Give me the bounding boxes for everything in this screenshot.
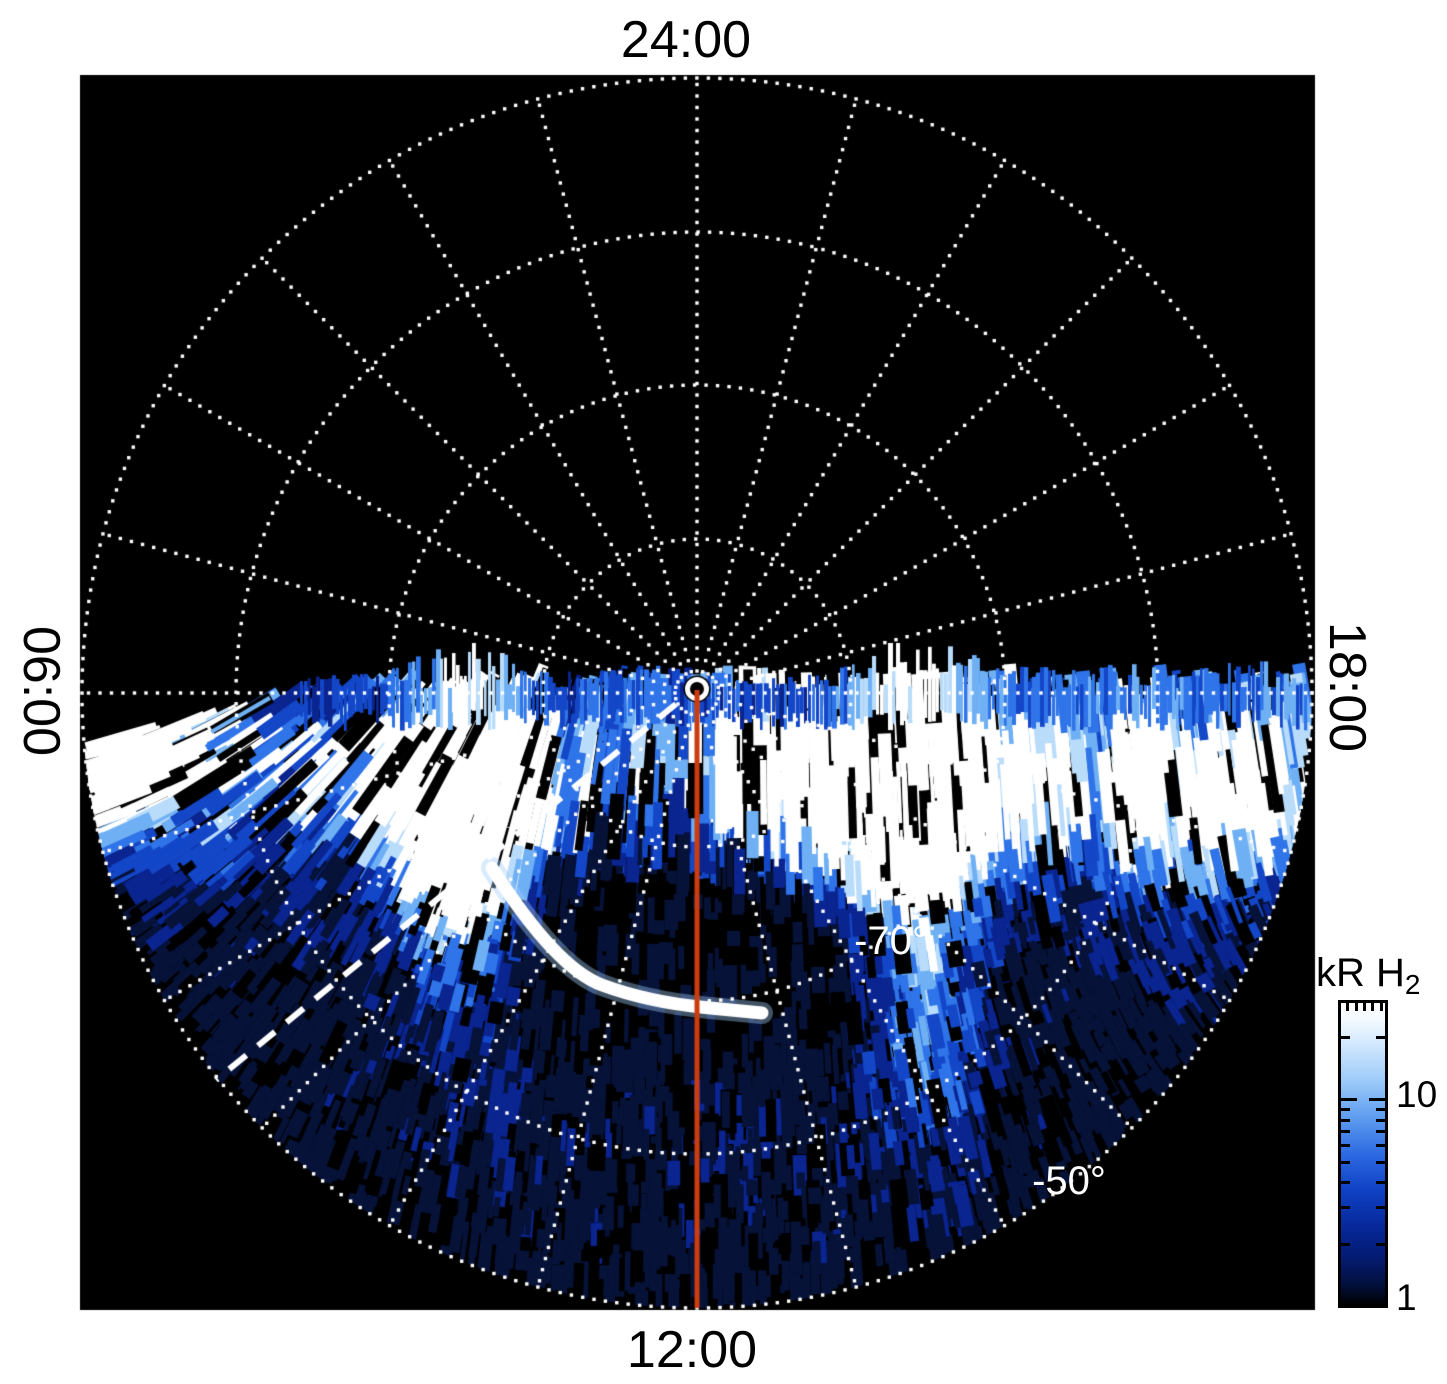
local-time-label-1800: 18:00 [1318, 621, 1376, 753]
local-time-label-2400: 24:00 [620, 11, 752, 69]
colorbar-minor-tick [1376, 1130, 1385, 1134]
colorbar-minor-tick [1341, 1130, 1350, 1134]
local-time-label-1200: 12:00 [626, 1321, 758, 1379]
colorbar-minor-tick [1376, 1180, 1385, 1184]
colorbar-minor-tick [1376, 1160, 1385, 1164]
colorbar-minor-tick [1341, 1180, 1350, 1184]
colorbar-minor-tick [1376, 1107, 1385, 1111]
colorbar-major-tick [1341, 1098, 1357, 1102]
colorbar-top-tick [1379, 1003, 1383, 1011]
colorbar-minor-tick [1341, 1118, 1350, 1122]
colorbar-minor-tick [1341, 1107, 1350, 1111]
colorbar-minor-tick [1376, 1144, 1385, 1148]
colorbar-minor-tick [1341, 1206, 1350, 1210]
colorbar-tick-label-1: 1 [1396, 1277, 1417, 1318]
colorbar-minor-tick [1341, 1144, 1350, 1148]
colorbar-title-main: kR H [1316, 951, 1405, 995]
colorbar-minor-tick [1376, 1206, 1385, 1210]
colorbar-gradient [1341, 1003, 1385, 1305]
colorbar-top-tick [1371, 1003, 1375, 1011]
local-time-label-0600: 06:00 [12, 625, 70, 757]
colorbar-minor-tick [1341, 1036, 1350, 1040]
colorbar-minor-tick [1376, 1036, 1385, 1040]
colorbar-minor-tick [1341, 1242, 1350, 1246]
colorbar-top-tick [1346, 1003, 1350, 1011]
colorbar-minor-tick [1376, 1242, 1385, 1246]
latitude-label-minus70: -70° [854, 919, 928, 963]
colorbar-tick-label-10: 10 [1396, 1074, 1438, 1116]
colorbar-minor-tick [1376, 1118, 1385, 1122]
colorbar-major-tick [1369, 1098, 1385, 1102]
colorbar-top-tick [1354, 1003, 1358, 1011]
colorbar-minor-tick [1341, 1160, 1350, 1164]
colorbar-title-subscript: 2 [1404, 969, 1421, 1000]
colorbar-title: kR H2 [1316, 953, 1420, 999]
colorbar [1338, 1000, 1388, 1308]
colorbar-top-tick [1363, 1003, 1366, 1011]
latitude-label-minus50: -50° [1032, 1159, 1106, 1203]
